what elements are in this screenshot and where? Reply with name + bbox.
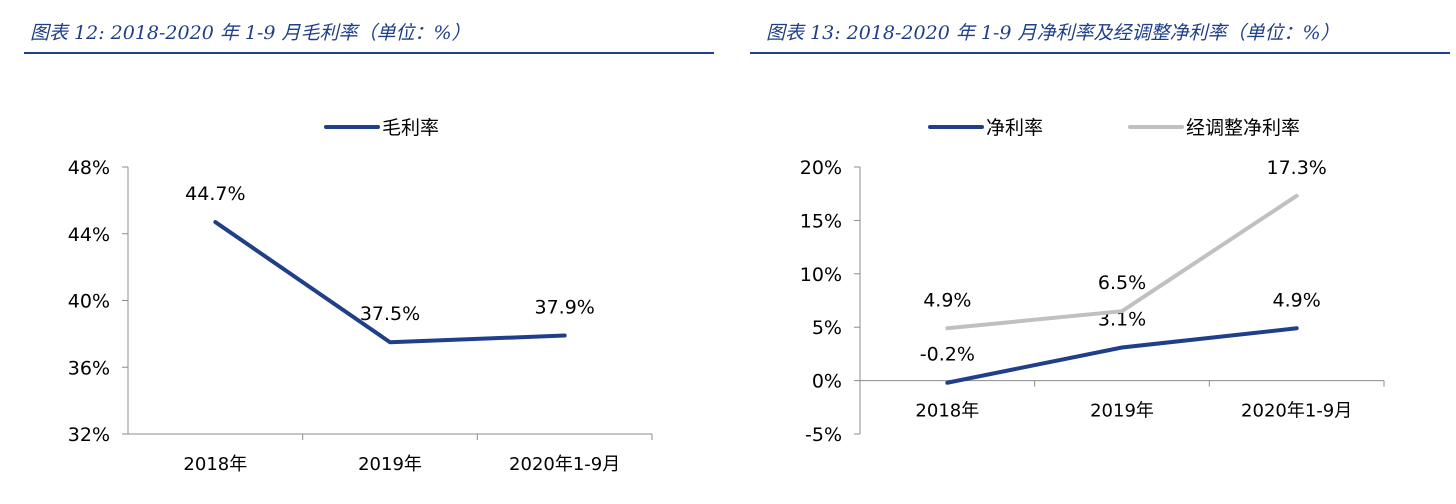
- title-underline: [24, 52, 714, 54]
- gross-margin-chart: 32% 36% 40% 44% 48% 2018年 2019年 2020年1-9月 44.7% 3…: [68, 117, 653, 475]
- title-underline: [750, 52, 1450, 54]
- series-line-2: [945, 193, 1299, 331]
- legend-label: 经调整净利率: [1186, 117, 1300, 139]
- y-tick-label: 5%: [812, 317, 842, 339]
- data-label: 6.5%: [1098, 272, 1146, 294]
- series-line-1: [213, 220, 567, 345]
- x-tick-label: 2020年1-9月: [1241, 401, 1352, 422]
- net-margin-chart: -5% 0% 5% 10% 15% 20% 2018年 2019年 2020年1-9月 -0.2%…: [800, 117, 1385, 446]
- data-label: 17.3%: [1266, 157, 1326, 179]
- data-label: 37.9%: [534, 297, 594, 319]
- y-tick-label: 10%: [800, 264, 842, 286]
- chart-panel-gross-margin: 图表 12: 2018-2020 年 1-9 月毛利率（单位：%） 32% 36%…: [24, 22, 714, 475]
- x-tick-label: 2019年: [358, 454, 422, 475]
- x-tick-label: 2019年: [1090, 401, 1154, 422]
- chart-panel-net-margin: 图表 13: 2018-2020 年 1-9 月净利率及经调整净利率（单位：%）…: [744, 0, 1456, 504]
- data-label: -0.2%: [920, 344, 975, 366]
- data-label: 37.5%: [360, 303, 420, 325]
- y-tick-label: 15%: [800, 210, 842, 232]
- data-label: 44.7%: [185, 183, 245, 205]
- x-tick-label: 2020年1-9月: [509, 454, 620, 475]
- y-tick-label: -5%: [805, 424, 842, 446]
- y-tick-label: 44%: [68, 224, 110, 246]
- chart-title: 图表 12: 2018-2020 年 1-9 月毛利率（单位：%）: [30, 22, 471, 44]
- legend-label: 毛利率: [382, 117, 439, 139]
- chart-title: 图表 13: 2018-2020 年 1-9 月净利率及经调整净利率（单位：%）: [766, 22, 1340, 44]
- x-tick-label: 2018年: [183, 454, 247, 475]
- series-line-1: [945, 326, 1299, 385]
- x-tick-label: 2018年: [915, 401, 979, 422]
- data-label: 4.9%: [1273, 289, 1321, 311]
- y-tick-label: 48%: [68, 157, 110, 179]
- y-tick-label: 40%: [68, 291, 110, 313]
- y-tick-label: 20%: [800, 157, 842, 179]
- y-tick-label: 32%: [68, 424, 110, 446]
- legend-label: 净利率: [986, 117, 1043, 139]
- y-tick-label: 0%: [812, 371, 842, 393]
- data-label: 4.9%: [923, 289, 971, 311]
- y-tick-label: 36%: [68, 357, 110, 379]
